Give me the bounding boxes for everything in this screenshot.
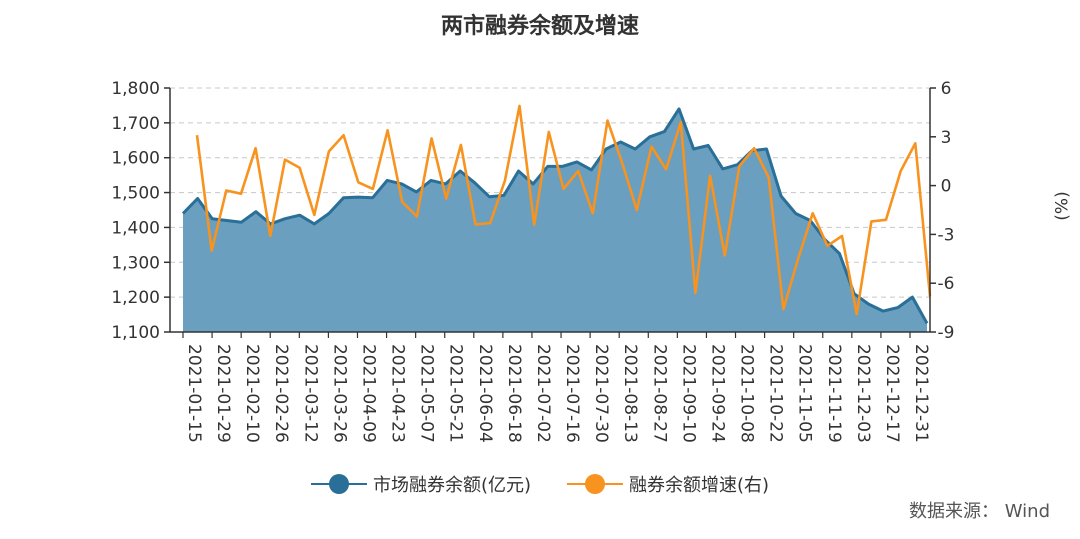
x-tick-label: 2021-02-26 [271,344,291,443]
x-tick-label: 2021-05-21 [446,344,466,443]
x-tick-label: 2021-02-10 [242,344,262,443]
x-tick-label: 2021-09-10 [678,344,698,443]
x-tick-label: 2021-06-18 [504,344,524,443]
y-left-tick-label: 1,300 [111,253,160,273]
y-right-tick-label: -6 [938,274,955,294]
legend: 市场融券余额(亿元) 融券余额增速(右) [0,471,1080,497]
x-tick-label: 2021-01-29 [213,344,233,443]
y-left-tick-label: 1,100 [111,323,160,343]
growth-line [195,104,932,316]
y-right-tick-label: -3 [938,225,955,245]
x-tick-label: 2021-12-17 [882,344,902,443]
x-tick-label: 2021-03-26 [329,344,349,443]
x-tick-label: 2021-12-03 [853,344,873,443]
x-tick-label: 2021-08-27 [649,344,669,443]
x-tick-label: 2021-09-24 [707,344,727,443]
x-tick-label: 2021-10-08 [737,344,757,443]
x-tick-label: 2021-06-04 [475,344,495,443]
x-tick-label: 2021-04-23 [388,344,408,443]
chart-title: 两市融券余额及增速 [440,14,639,39]
data-source: 数据来源： Wind [909,501,1050,522]
y-left-tick-label: 1,800 [111,79,160,99]
legend-item-balance[interactable]: 市场融券余额(亿元) [310,471,531,497]
x-tick-label: 2021-08-13 [620,344,640,443]
legend-swatch-balance [310,474,367,494]
y-right-tick-label: 6 [941,79,952,99]
balance-line [181,107,929,325]
y-left-tick-label: 1,400 [111,218,160,238]
x-tick-label: 2021-11-05 [795,344,815,443]
x-tick-label: 2021-07-02 [533,344,553,443]
y-right-tick-label: -9 [938,323,955,343]
x-tick-label: 2021-04-09 [358,344,378,443]
x-tick-label: 2021-12-31 [911,344,931,443]
legend-item-growth[interactable]: 融券余额增速(右) [567,471,769,497]
legend-label-balance: 市场融券余额(亿元) [372,475,531,496]
x-tick-label: 2021-07-30 [591,344,611,443]
legend-swatch-growth [567,474,623,494]
y-left-tick-label: 1,700 [111,114,160,134]
y-right-tick-label: 0 [941,177,952,197]
x-tick-label: 2021-01-15 [184,344,204,443]
y-left-tick-label: 1,500 [111,184,160,204]
legend-label-growth: 融券余额增速(右) [629,475,770,496]
y-left-tick-label: 1,600 [111,149,160,169]
x-tick-label: 2021-11-19 [824,344,844,443]
x-tick-label: 2021-07-16 [562,344,582,443]
y-right-tick-label: 3 [941,128,952,148]
x-tick-label: 2021-10-22 [766,344,786,443]
x-tick-label: 2021-03-12 [300,344,320,443]
x-tick-label: 2021-05-07 [417,344,437,443]
y-left-tick-label: 1,200 [111,288,160,308]
